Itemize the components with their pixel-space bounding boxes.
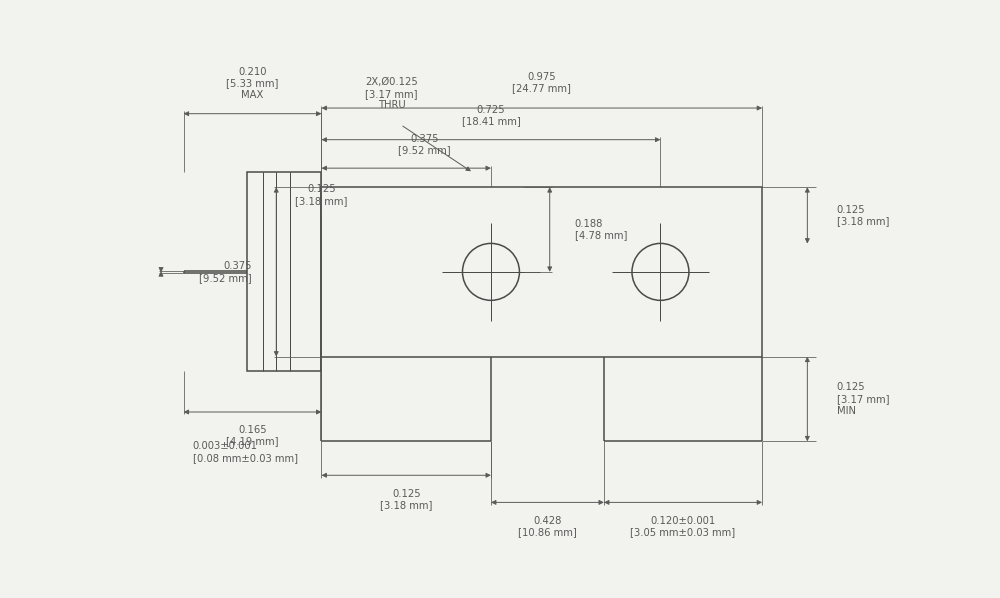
Text: 0.375
[9.52 mm]: 0.375 [9.52 mm]: [199, 261, 251, 283]
Text: 0.125
[3.18 mm]: 0.125 [3.18 mm]: [295, 184, 348, 206]
Text: 0.120±0.001
[3.05 mm±0.03 mm]: 0.120±0.001 [3.05 mm±0.03 mm]: [630, 516, 736, 538]
Text: 0.125
[3.17 mm]
MIN: 0.125 [3.17 mm] MIN: [837, 382, 889, 416]
Text: 0.725
[18.41 mm]: 0.725 [18.41 mm]: [462, 105, 520, 126]
Text: 2X,Ø0.125
[3.17 mm]
THRU: 2X,Ø0.125 [3.17 mm] THRU: [365, 77, 418, 110]
Text: 0.125
[3.18 mm]: 0.125 [3.18 mm]: [380, 489, 432, 511]
Text: 0.428
[10.86 mm]: 0.428 [10.86 mm]: [518, 516, 577, 538]
Text: 0.165
[4.19 mm]: 0.165 [4.19 mm]: [226, 425, 279, 446]
Bar: [321, 187, 762, 356]
Text: 0.003±0.001
[0.08 mm±0.03 mm]: 0.003±0.001 [0.08 mm±0.03 mm]: [193, 441, 298, 463]
Text: 0.188
[4.78 mm]: 0.188 [4.78 mm]: [575, 219, 627, 240]
Text: 0.375
[9.52 mm]: 0.375 [9.52 mm]: [398, 134, 451, 155]
Text: 0.210
[5.33 mm]
MAX: 0.210 [5.33 mm] MAX: [226, 67, 279, 100]
Bar: [247, 172, 321, 371]
Text: 0.975
[24.77 mm]: 0.975 [24.77 mm]: [512, 72, 571, 93]
Text: 0.125
[3.18 mm]: 0.125 [3.18 mm]: [837, 205, 889, 227]
